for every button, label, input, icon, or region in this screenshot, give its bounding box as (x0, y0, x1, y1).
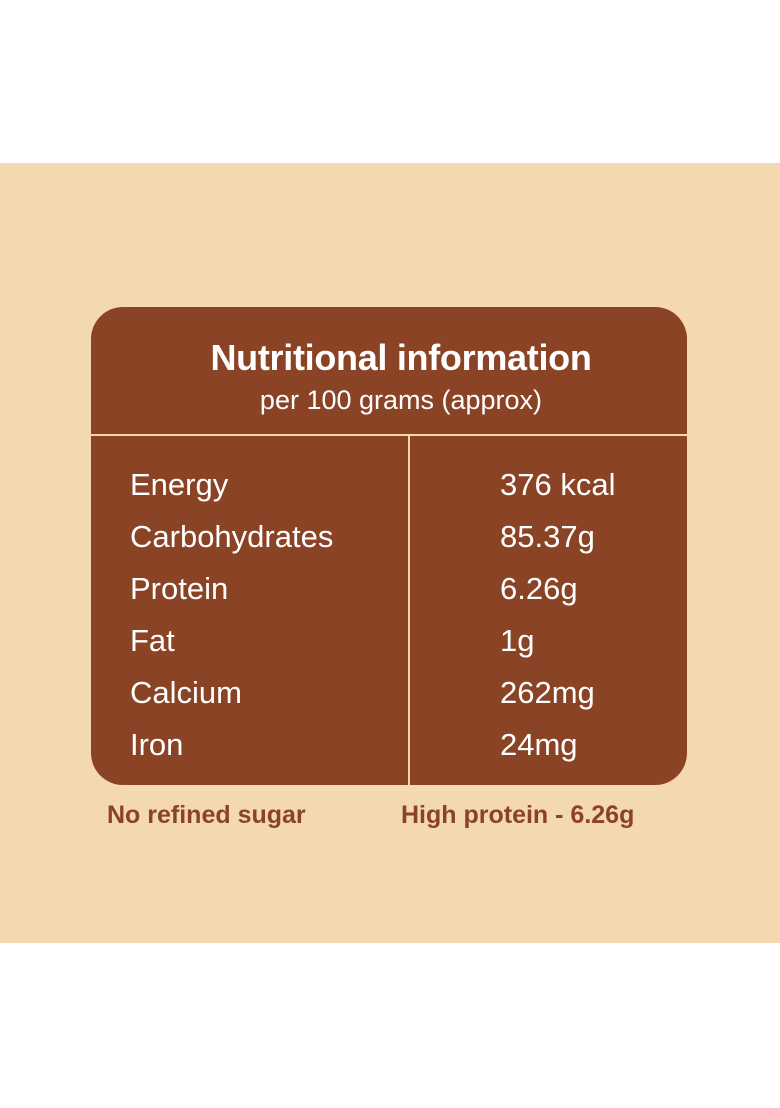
nutrient-label: Carbohydrates (130, 519, 334, 554)
nutrient-label: Protein (130, 571, 229, 606)
table-row: Fat 1g (91, 623, 687, 675)
table-row: Energy 376 kcal (91, 467, 687, 519)
nutrient-value: 262mg (500, 675, 595, 710)
nutrient-value: 85.37g (500, 519, 595, 554)
horizontal-divider (91, 434, 687, 436)
nutrient-label: Iron (130, 727, 184, 762)
table-row: Protein 6.26g (91, 571, 687, 623)
footer-claim-protein: High protein - 6.26g (401, 801, 635, 829)
table-row: Calcium 262mg (91, 675, 687, 727)
footer-claim-sugar: No refined sugar (107, 801, 306, 829)
nutrient-label: Energy (130, 467, 229, 502)
table-row: Carbohydrates 85.37g (91, 519, 687, 571)
nutrition-card: Nutritional information per 100 grams (a… (91, 307, 687, 785)
vertical-divider (408, 436, 410, 785)
nutrient-label: Calcium (130, 675, 242, 710)
card-title: Nutritional information (210, 337, 592, 378)
card-subtitle: per 100 grams (approx) (259, 385, 543, 415)
nutrient-value: 24mg (500, 727, 578, 762)
nutrition-table: Energy 376 kcal Carbohydrates 85.37g Prote… (91, 467, 687, 779)
nutrient-value: 376 kcal (500, 467, 616, 502)
table-row: Iron 24mg (91, 727, 687, 779)
nutrient-value: 1g (500, 623, 535, 658)
nutrient-value: 6.26g (500, 571, 578, 606)
nutrient-label: Fat (130, 623, 175, 658)
